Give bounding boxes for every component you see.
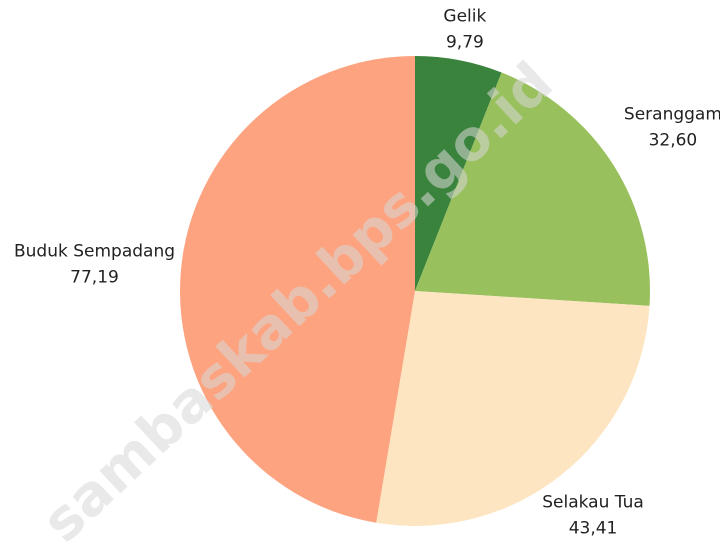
slice-value: 9,79 [446,33,484,53]
slice-value: 43,41 [569,518,618,538]
slice-label: Seranggam [624,104,720,124]
slice-label: Selakau Tua [542,492,644,512]
slice-label: Gelik [443,7,486,27]
slice-label: Buduk Sempadang [14,241,175,261]
slice-value: 77,19 [70,267,119,287]
pie-slice [415,56,502,291]
pie-slice [376,291,650,526]
slice-value: 32,60 [649,130,698,150]
pie [180,56,651,526]
pie-slice [180,56,415,523]
pie-slice [415,72,651,306]
